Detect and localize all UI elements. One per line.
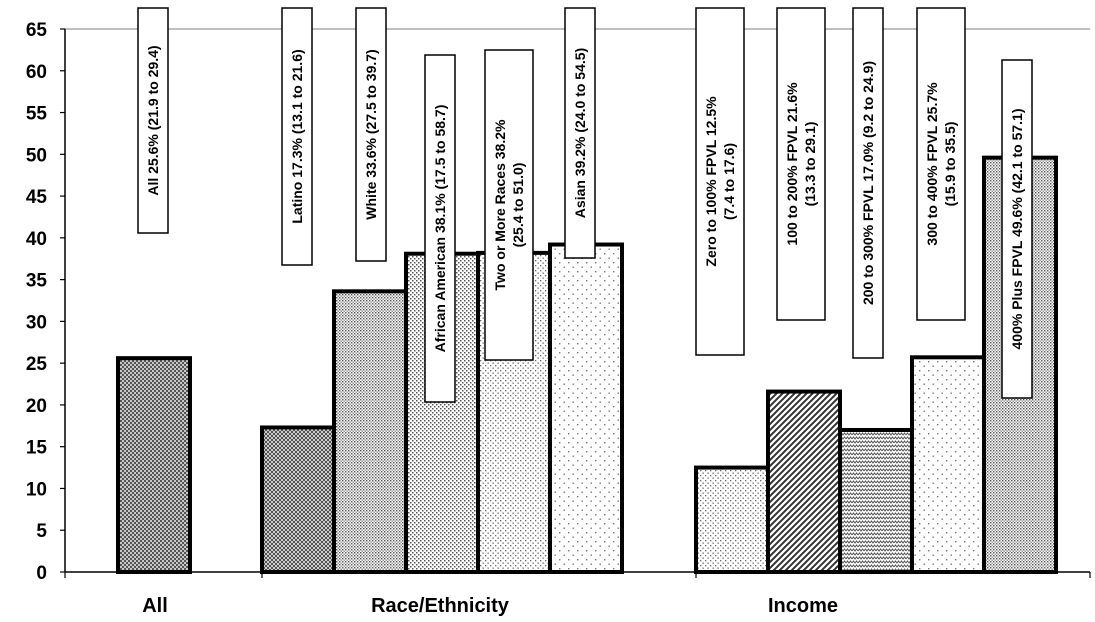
data-label-line: (13.3 to 29.1): [802, 122, 818, 207]
group-label: Race/Ethnicity: [371, 595, 510, 617]
axis-layer: 0 5 10 15 20 25 30 35 40 45 50 55 60 65: [26, 20, 1091, 584]
data-label-text: Latino 17.3% (13.1 to 21.6): [289, 49, 305, 223]
y-tick-label: 35: [26, 271, 48, 292]
bar: [548, 242, 624, 574]
y-tick-label: 25: [26, 354, 48, 375]
data-label-text: 200 to 300% FPVL 17.0% (9.2 to 24.9): [860, 61, 876, 305]
y-tick-label: 30: [26, 312, 47, 333]
data-label: Latino 17.3% (13.1 to 21.6): [281, 7, 313, 266]
data-label-line: 300 to 400% FPVL 25.7%: [924, 82, 940, 246]
data-label-box: [484, 49, 534, 361]
data-label: All 25.6% (21.9 to 29.4): [137, 7, 169, 234]
data-label: African American 38.1% (17.5 to 58.7): [424, 54, 456, 403]
data-label-line: (15.9 to 35.5): [942, 122, 958, 207]
data-label: White 33.6% (27.5 to 39.7): [355, 7, 387, 262]
data-label-text: Two or More Races 38.2% (25.4 to 51.0): [492, 119, 526, 290]
data-label-box: [916, 7, 966, 321]
data-label-box: [424, 54, 456, 403]
data-label-box: [776, 7, 826, 321]
data-label-line: 100 to 200% FPVL 21.6%: [784, 82, 800, 246]
data-label: Zero to 100% FPVL 12.5% (7.4 to 17.6): [695, 7, 745, 356]
group-label: Income: [768, 595, 838, 617]
data-label-box: [137, 7, 169, 234]
y-tick-label: 40: [26, 229, 47, 250]
data-label: 400% Plus FPVL 49.6% (42.1 to 57.1): [1001, 59, 1033, 399]
data-label-text: Asian 39.2% (24.0 to 54.5): [572, 48, 588, 218]
data-label: 200 to 300% FPVL 17.0% (9.2 to 24.9): [852, 7, 884, 359]
bar: [766, 389, 842, 574]
bar: [116, 356, 192, 574]
data-label-box: [355, 7, 387, 262]
y-tick-label: 45: [26, 187, 48, 208]
y-tick-label: 60: [26, 62, 47, 83]
y-tick-label: 65: [26, 20, 48, 41]
bar: [260, 425, 336, 574]
bar: [332, 289, 408, 574]
data-label-text: 300 to 400% FPVL 25.7% (15.9 to 35.5): [924, 82, 958, 246]
data-label-text: 400% Plus FPVL 49.6% (42.1 to 57.1): [1009, 109, 1025, 350]
data-label: 100 to 200% FPVL 21.6% (13.3 to 29.1): [776, 7, 826, 321]
group-label: All: [142, 595, 168, 617]
bar: [910, 355, 986, 574]
y-tick-label: 5: [36, 521, 47, 542]
y-tick-label: 15: [26, 438, 48, 459]
data-label-text: Zero to 100% FPVL 12.5% (7.4 to 17.6): [703, 96, 737, 267]
data-label-box: [695, 7, 745, 356]
data-label-text: 100 to 200% FPVL 21.6% (13.3 to 29.1): [784, 82, 818, 246]
y-tick-label: 55: [26, 104, 48, 125]
y-tick-label: 20: [26, 396, 47, 417]
data-label-box: [852, 7, 884, 359]
data-label-text: All 25.6% (21.9 to 29.4): [145, 45, 161, 195]
data-label-box: [564, 7, 596, 259]
data-label: Asian 39.2% (24.0 to 54.5): [564, 7, 596, 259]
data-label: Two or More Races 38.2% (25.4 to 51.0): [484, 49, 534, 361]
data-label-line: (7.4 to 17.6): [721, 143, 737, 220]
labels-layer: All Race/Ethnicity Income All 25.6% (21.9 t…: [137, 7, 1033, 617]
y-tick-label: 50: [26, 145, 47, 166]
data-label: 300 to 400% FPVL 25.7% (15.9 to 35.5): [916, 7, 966, 321]
data-label-box: [1001, 59, 1033, 399]
bar: [838, 427, 914, 574]
bar: [694, 465, 770, 575]
data-label-text: White 33.6% (27.5 to 39.7): [363, 49, 379, 219]
data-label-box: [281, 7, 313, 266]
data-label-line: (25.4 to 51.0): [510, 163, 526, 248]
data-label-text: African American 38.1% (17.5 to 58.7): [432, 105, 448, 353]
data-label-line: Two or More Races 38.2%: [492, 119, 508, 290]
y-tick-label: 0: [36, 563, 47, 584]
data-label-line: Zero to 100% FPVL 12.5%: [703, 96, 719, 267]
y-tick-label: 10: [26, 479, 47, 500]
